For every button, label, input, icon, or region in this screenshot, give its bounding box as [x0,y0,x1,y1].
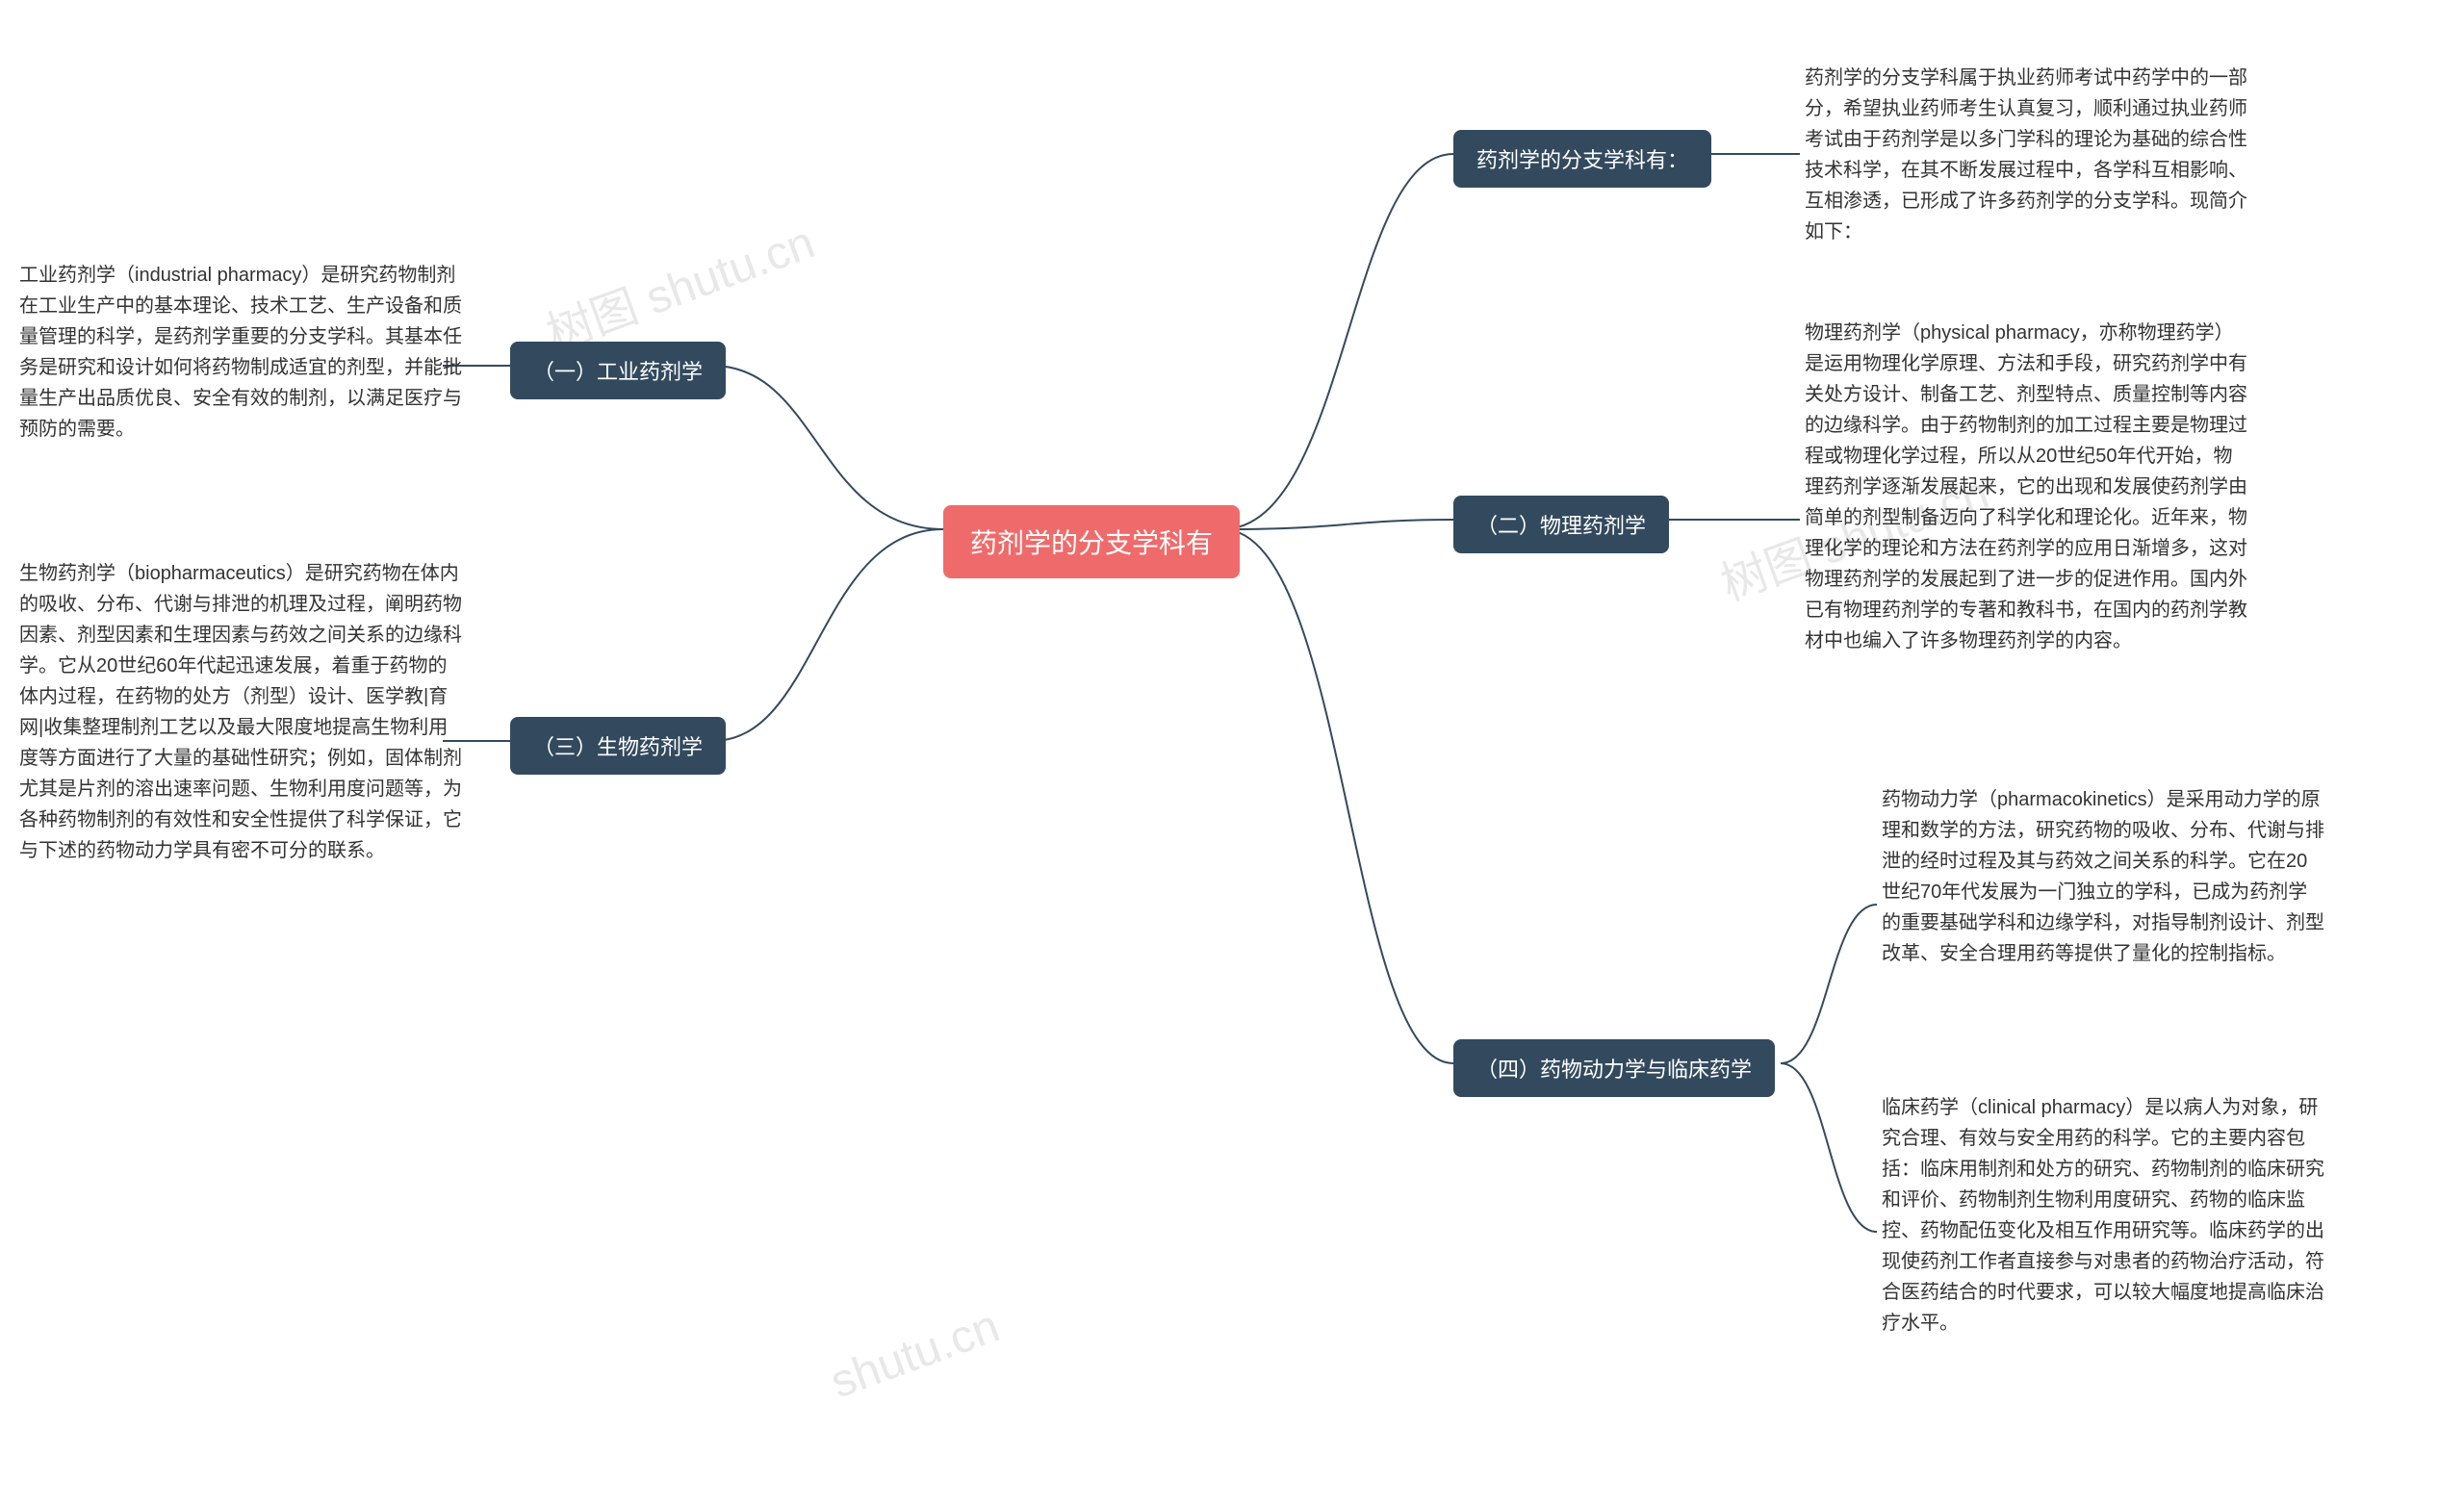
root-node: 药剂学的分支学科有 [943,505,1240,578]
branch-bio: （三）生物药剂学 [510,717,726,775]
leaf-kinetics-1: 药物动力学（pharmacokinetics）是采用动力学的原理和数学的方法，研… [1882,784,2324,969]
leaf-bio: 生物药剂学（biopharmaceutics）是研究药物在体内的吸收、分布、代谢… [19,558,462,866]
watermark: 树图 shutu.cn [536,204,822,363]
branch-physical: （二）物理药剂学 [1453,496,1669,553]
watermark: shutu.cn [824,1300,1006,1410]
branch-kinetics: （四）药物动力学与临床药学 [1453,1039,1775,1097]
leaf-kinetics-2: 临床药学（clinical pharmacy）是以病人为对象，研究合理、有效与安… [1882,1092,2324,1339]
branch-intro: 药剂学的分支学科有： [1453,130,1711,188]
branch-industrial: （一）工业药剂学 [510,342,726,399]
leaf-industrial: 工业药剂学（industrial pharmacy）是研究药物制剂在工业生产中的… [19,260,462,445]
leaf-physical: 物理药剂学（physical pharmacy，亦称物理药学）是运用物理化学原理… [1805,318,2247,656]
leaf-intro: 药剂学的分支学科属于执业药师考试中药学中的一部分，希望执业药师考生认真复习，顺利… [1805,63,2247,247]
